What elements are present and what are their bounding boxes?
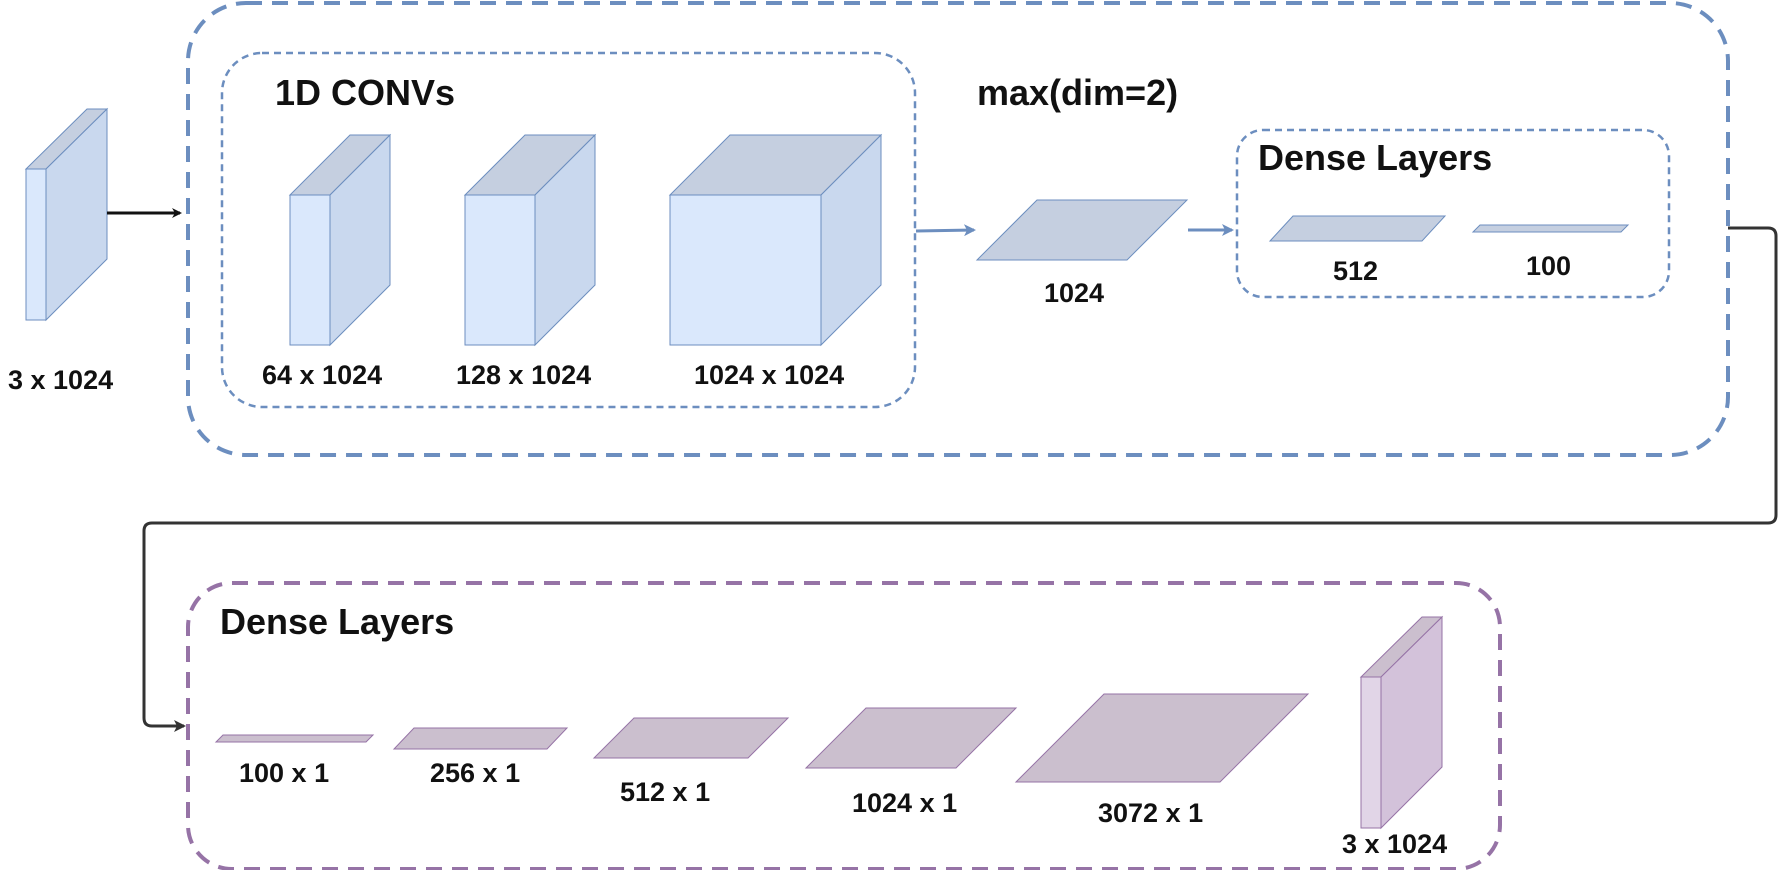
- input-label: 3 x 1024: [8, 365, 113, 395]
- conv-to-pool-arrow: [915, 224, 976, 237]
- pool-title: max(dim=2): [977, 72, 1178, 113]
- decoder-dense-100-label: 100 x 1: [239, 758, 329, 788]
- encoder-dense-group-title: Dense Layers: [1258, 137, 1492, 178]
- decoder-dense-256: [392, 727, 569, 750]
- encoder-dense-100: [1471, 224, 1630, 233]
- pool-vector: [975, 199, 1189, 261]
- encoder-dense-100-label: 100: [1526, 251, 1571, 281]
- encoder-dense-512: [1268, 215, 1447, 242]
- conv-layer-1-label: 64 x 1024: [262, 360, 382, 390]
- decoder-dense-1024: [804, 707, 1018, 769]
- conv-group-box: [220, 51, 917, 409]
- conv-layer-3-label: 1024 x 1024: [694, 360, 844, 390]
- decoder-dense-3072: [1014, 693, 1310, 783]
- conv-layer-1: [288, 133, 392, 347]
- decoder-container: [186, 581, 1502, 870]
- conv-layer-2: [463, 133, 597, 347]
- decoder-dense-3072-label: 3072 x 1: [1098, 798, 1203, 828]
- conv-layer-3: [668, 133, 883, 347]
- decoder-title: Dense Layers: [220, 601, 454, 642]
- decoder-dense-512: [592, 717, 790, 759]
- decoder-dense-1024-label: 1024 x 1: [852, 788, 957, 818]
- decoder-dense-100: [214, 734, 375, 743]
- encoder-container: [186, 1, 1730, 457]
- encoder-to-decoder-connector: [142, 226, 1778, 732]
- input-tensor: [24, 107, 109, 322]
- conv-group-title: 1D CONVs: [275, 72, 455, 113]
- pool-label: 1024: [1044, 278, 1104, 308]
- encoder-dense-512-label: 512: [1333, 256, 1378, 286]
- output-tensor: [1359, 615, 1444, 830]
- decoder-dense-512-label: 512 x 1: [620, 777, 710, 807]
- conv-layer-2-label: 128 x 1024: [456, 360, 591, 390]
- output-label: 3 x 1024: [1342, 829, 1447, 859]
- decoder-dense-256-label: 256 x 1: [430, 758, 520, 788]
